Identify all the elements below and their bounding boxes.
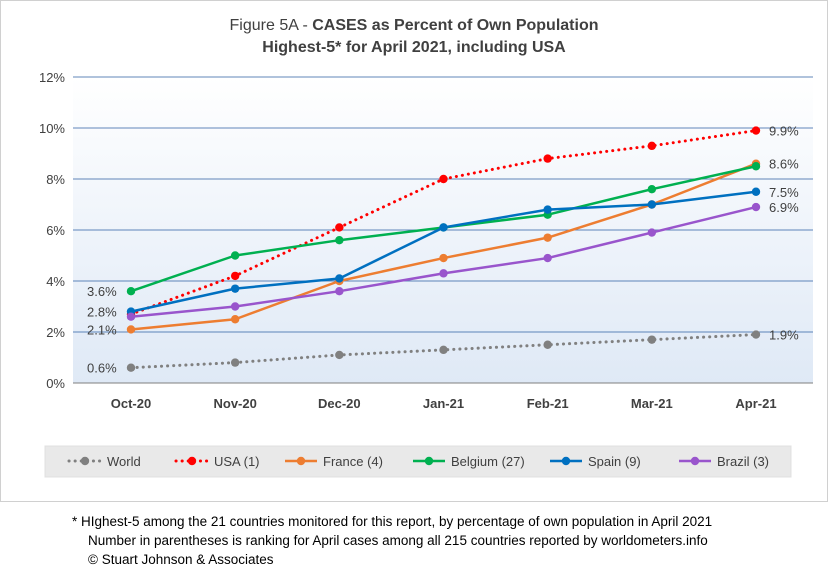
x-tick-label: Nov-20: [213, 396, 256, 411]
chart-title-bold: CASES as Percent of Own Population: [312, 17, 598, 34]
data-point: [335, 287, 344, 296]
x-tick-label: Feb-21: [527, 396, 569, 411]
end-value-label: 9.9%: [769, 124, 799, 139]
legend-label: World: [107, 454, 141, 469]
data-point: [439, 174, 448, 184]
data-point: [335, 223, 344, 232]
legend-label: France (4): [323, 454, 383, 469]
end-value-label: 8.6%: [769, 157, 799, 172]
x-tick-label: Mar-21: [631, 396, 673, 411]
data-point: [647, 185, 657, 194]
data-point: [126, 325, 136, 334]
data-point: [230, 271, 240, 281]
data-point: [126, 312, 136, 321]
footnote-ranking-criteria: * HIghest-5 among the 21 countries monit…: [72, 514, 713, 529]
data-point: [126, 363, 136, 372]
data-point: [751, 162, 761, 171]
data-point: [230, 284, 240, 293]
end-value-label: 1.9%: [769, 328, 799, 343]
legend-swatch-marker: [187, 456, 197, 466]
y-tick-label: 2%: [46, 325, 65, 340]
legend-label: USA (1): [214, 454, 260, 469]
start-value-label: 3.6%: [87, 284, 117, 299]
data-point: [543, 154, 552, 163]
y-tick-label: 10%: [39, 121, 65, 136]
chart-subtitle: Highest-5* for April 2021, including USA: [262, 39, 566, 56]
start-value-label: 2.8%: [87, 305, 117, 320]
y-tick-label: 8%: [46, 172, 65, 187]
legend-swatch-marker: [424, 456, 434, 466]
data-point: [230, 358, 240, 367]
legend-swatch-marker: [690, 456, 700, 466]
data-point: [647, 141, 657, 151]
data-point: [230, 315, 240, 324]
data-point: [335, 350, 344, 360]
y-tick-label: 12%: [39, 70, 65, 85]
data-point: [439, 345, 448, 355]
x-tick-label: Apr-21: [735, 396, 776, 411]
data-point: [751, 187, 761, 196]
data-point: [439, 223, 448, 232]
data-point: [230, 251, 240, 260]
start-value-label: 2.1%: [87, 322, 117, 337]
legend-swatch-marker: [80, 456, 90, 466]
end-value-label: 6.9%: [769, 200, 799, 215]
data-point: [439, 269, 448, 278]
x-tick-label: Jan-21: [423, 396, 464, 411]
data-point: [647, 200, 657, 209]
y-tick-label: 6%: [46, 223, 65, 238]
chart-frame: Figure 5A - CASES as Percent of Own Popu…: [0, 0, 828, 502]
data-point: [751, 126, 761, 135]
data-point: [647, 335, 657, 344]
data-point: [335, 274, 344, 283]
chart-title: Figure 5A - CASES as Percent of Own Popu…: [230, 17, 599, 34]
legend-swatch-marker: [561, 456, 571, 466]
data-point: [543, 205, 552, 214]
footnote-copyright: © Stuart Johnson & Associates: [88, 552, 274, 567]
data-point: [126, 287, 136, 296]
end-value-label: 7.5%: [769, 185, 799, 200]
x-tick-label: Dec-20: [318, 396, 361, 411]
y-tick-label: 0%: [46, 376, 65, 391]
data-point: [751, 330, 761, 339]
data-point: [439, 253, 448, 263]
legend-swatch-marker: [296, 456, 306, 466]
data-point: [543, 253, 552, 263]
legend-label: Belgium (27): [451, 454, 525, 469]
legend-label: Brazil (3): [717, 454, 769, 469]
y-tick-label: 4%: [46, 274, 65, 289]
data-point: [230, 302, 240, 311]
chart-title-prefix: Figure 5A -: [230, 17, 313, 34]
start-value-label: 0.6%: [87, 361, 117, 376]
legend-label: Spain (9): [588, 454, 641, 469]
data-point: [543, 340, 552, 349]
line-chart: Figure 5A - CASES as Percent of Own Popu…: [39, 17, 813, 478]
data-point: [543, 233, 552, 242]
data-point: [751, 202, 761, 212]
data-point: [647, 228, 657, 237]
footnote-parentheses-note: Number in parentheses is ranking for Apr…: [88, 533, 708, 548]
x-tick-label: Oct-20: [111, 396, 151, 411]
data-point: [335, 236, 344, 245]
